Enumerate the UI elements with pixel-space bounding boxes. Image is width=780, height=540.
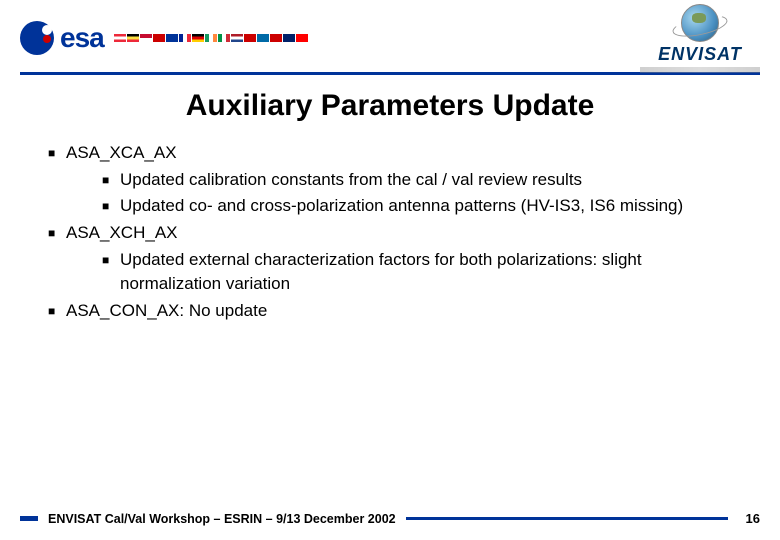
footer-text: ENVISAT Cal/Val Workshop – ESRIN – 9/13 … bbox=[48, 512, 396, 526]
member-flags bbox=[114, 34, 308, 42]
slide-body: ■ ASA_XCA_AX ■ Updated calibration const… bbox=[0, 141, 780, 323]
list-item-label: ASA_XCA_AX bbox=[66, 141, 177, 166]
page-number: 16 bbox=[738, 511, 760, 526]
envisat-logo: ENVISAT bbox=[640, 4, 760, 73]
bullet-icon: ■ bbox=[48, 299, 66, 324]
esa-logo-mark bbox=[20, 21, 54, 55]
bullet-icon: ■ bbox=[102, 248, 120, 297]
globe-icon bbox=[681, 4, 719, 42]
esa-logo-text: esa bbox=[60, 22, 104, 54]
bullet-icon: ■ bbox=[102, 194, 120, 219]
footer-accent-left bbox=[20, 516, 38, 521]
bullet-icon: ■ bbox=[48, 221, 66, 246]
list-subitem: ■ Updated calibration constants from the… bbox=[102, 168, 732, 193]
list-item: ■ ASA_XCH_AX bbox=[48, 221, 732, 246]
list-subitem-label: Updated co- and cross-polarization anten… bbox=[120, 194, 683, 219]
list-subitem-label: Updated external characterization factor… bbox=[120, 248, 732, 297]
bullet-icon: ■ bbox=[102, 168, 120, 193]
slide-title: Auxiliary Parameters Update bbox=[0, 89, 780, 123]
envisat-tagline bbox=[640, 67, 760, 73]
footer-rule bbox=[406, 517, 728, 520]
list-subitem: ■ Updated external characterization fact… bbox=[102, 248, 732, 297]
list-item: ■ ASA_CON_AX: No update bbox=[48, 299, 732, 324]
list-item-label: ASA_CON_AX: No update bbox=[66, 299, 267, 324]
list-subitem-label: Updated calibration constants from the c… bbox=[120, 168, 582, 193]
esa-logo: esa bbox=[20, 21, 308, 55]
bullet-icon: ■ bbox=[48, 141, 66, 166]
list-item-label: ASA_XCH_AX bbox=[66, 221, 178, 246]
envisat-logo-text: ENVISAT bbox=[658, 44, 742, 65]
slide-footer: ENVISAT Cal/Val Workshop – ESRIN – 9/13 … bbox=[0, 511, 780, 526]
slide-header: esa ENVISAT bbox=[0, 0, 780, 72]
list-subitem: ■ Updated co- and cross-polarization ant… bbox=[102, 194, 732, 219]
list-item: ■ ASA_XCA_AX bbox=[48, 141, 732, 166]
